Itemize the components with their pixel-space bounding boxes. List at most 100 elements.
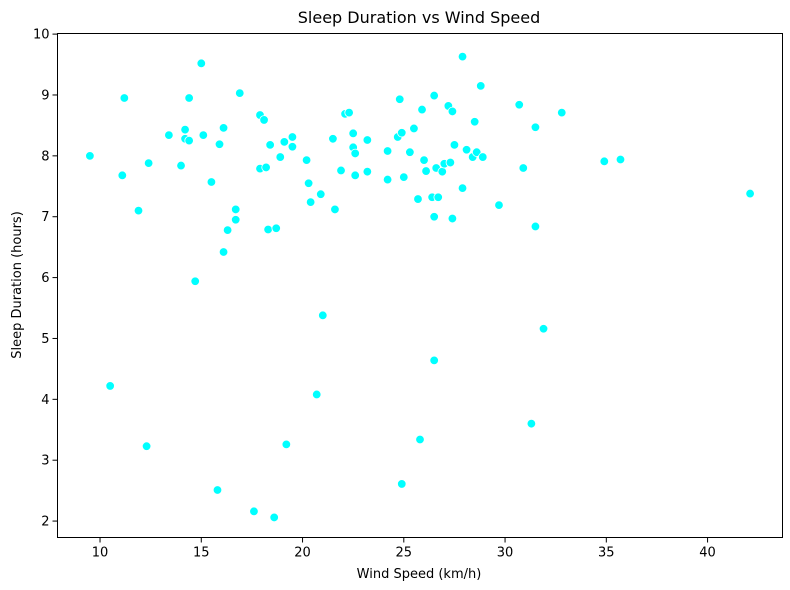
x-tick-label: 25 xyxy=(396,546,413,561)
scatter-point xyxy=(269,512,279,523)
x-axis-ticks: 10 15 20 25 30 35 40 xyxy=(92,537,716,561)
scatter-point xyxy=(382,174,393,185)
scatter-point xyxy=(476,81,486,91)
scatter-point xyxy=(133,205,144,216)
scatter-point xyxy=(259,115,269,125)
x-tick-label: 35 xyxy=(598,546,615,561)
scatter-point xyxy=(143,158,154,168)
scatter-point xyxy=(180,124,190,135)
scatter-point xyxy=(397,128,407,138)
y-tick-label: 6 xyxy=(41,271,49,286)
scatter-point xyxy=(184,93,194,103)
scatter-point xyxy=(615,154,626,165)
scatter-point xyxy=(413,194,423,204)
scatter-point xyxy=(265,140,275,150)
scatter-point xyxy=(518,163,528,173)
scatter-point xyxy=(206,177,217,187)
data-points xyxy=(85,51,755,523)
scatter-point xyxy=(421,166,431,176)
scatter-point xyxy=(316,189,326,199)
x-tick-label: 20 xyxy=(294,546,311,561)
scatter-point xyxy=(212,485,223,495)
chart-title: Sleep Duration vs Wind Speed xyxy=(298,8,540,27)
scatter-point xyxy=(328,134,338,144)
scatter-point xyxy=(469,117,480,127)
scatter-point xyxy=(198,130,209,140)
scatter-point xyxy=(190,276,200,286)
scatter-point xyxy=(271,223,281,233)
y-tick-label: 10 xyxy=(33,28,50,43)
scatter-point xyxy=(461,145,472,155)
scatter-point xyxy=(350,148,360,159)
scatter-point xyxy=(231,204,241,215)
scatter-point xyxy=(231,215,241,225)
y-axis-title: Sleep Duration (hours) xyxy=(10,211,25,359)
scatter-point xyxy=(478,152,488,162)
scatter-point xyxy=(235,88,245,98)
scatter-point xyxy=(196,58,206,69)
scatter-point xyxy=(457,183,468,193)
scatter-point xyxy=(538,324,549,334)
scatter-point xyxy=(445,157,456,168)
scatter-point xyxy=(184,135,194,146)
scatter-point xyxy=(261,162,271,173)
scatter-point xyxy=(514,100,524,110)
scatter-point xyxy=(526,418,537,429)
x-tick-label: 15 xyxy=(193,546,210,561)
scatter-point xyxy=(312,389,322,400)
scatter-point xyxy=(117,170,128,181)
scatter-point xyxy=(348,128,358,139)
scatter-point xyxy=(530,122,541,132)
x-axis-title: Wind Speed (km/h) xyxy=(357,567,482,582)
scatter-point xyxy=(214,139,225,149)
scatter-point xyxy=(222,225,233,235)
scatter-point xyxy=(218,123,229,133)
scatter-point xyxy=(447,106,458,117)
scatter-point xyxy=(287,142,298,152)
y-tick-label: 9 xyxy=(41,88,49,103)
scatter-point xyxy=(318,310,328,321)
y-tick-label: 7 xyxy=(41,210,49,225)
scatter-point xyxy=(409,123,419,134)
scatter-point xyxy=(350,170,360,181)
scatter-point xyxy=(405,147,415,157)
scatter-point xyxy=(599,156,609,167)
scatter-point xyxy=(745,188,755,199)
scatter-point xyxy=(85,151,95,161)
y-tick-label: 2 xyxy=(41,515,49,530)
x-tick-label: 10 xyxy=(92,546,109,561)
y-tick-label: 8 xyxy=(41,149,49,164)
scatter-point xyxy=(263,224,273,235)
scatter-point xyxy=(557,107,567,118)
plot-frame xyxy=(57,33,783,538)
scatter-point xyxy=(330,204,340,215)
scatter-point xyxy=(164,130,174,140)
y-tick-label: 3 xyxy=(41,454,49,469)
x-tick-label: 30 xyxy=(497,546,514,561)
scatter-point xyxy=(395,94,405,104)
scatter-point xyxy=(141,441,152,451)
y-axis-ticks: 2 3 4 5 6 7 8 9 10 xyxy=(33,28,58,530)
scatter-point xyxy=(336,165,346,176)
scatter-point xyxy=(362,166,373,177)
scatter-point xyxy=(530,221,541,232)
scatter-point xyxy=(303,178,314,188)
scatter-point xyxy=(105,381,115,391)
scatter-point xyxy=(176,160,186,171)
scatter-point xyxy=(249,506,259,517)
scatter-point xyxy=(399,172,409,182)
scatter-point xyxy=(417,104,427,115)
scatter-point xyxy=(397,479,407,489)
scatter-point xyxy=(275,152,285,162)
scatter-point xyxy=(429,90,439,101)
scatter-point xyxy=(429,212,439,222)
scatter-point xyxy=(362,135,373,145)
scatter-point xyxy=(218,247,229,257)
scatter-point xyxy=(344,107,354,118)
x-tick-label: 40 xyxy=(699,546,716,561)
scatter-point xyxy=(119,93,130,103)
scatter-point xyxy=(279,137,290,147)
scatter-point xyxy=(301,155,312,165)
